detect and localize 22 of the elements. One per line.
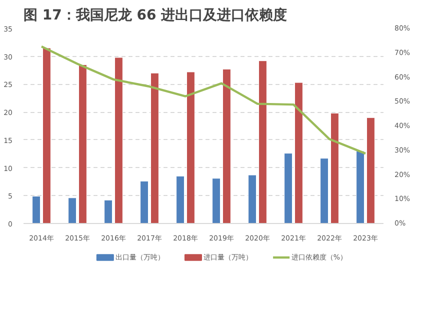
bar (68, 198, 76, 224)
bar (104, 200, 112, 224)
chart-title: 图 17：我国尼龙 66 进出口及进口依赖度 (24, 6, 288, 24)
bar (78, 64, 87, 224)
bar (114, 57, 123, 224)
bar (140, 180, 148, 224)
bar (42, 48, 51, 224)
bar (356, 150, 364, 224)
bar (248, 174, 256, 224)
bar (284, 153, 292, 224)
line-series (40, 45, 367, 155)
bar (366, 117, 375, 224)
bar (222, 68, 231, 224)
bar (330, 112, 339, 224)
bar (320, 158, 328, 224)
bar (176, 176, 184, 224)
bar (212, 178, 220, 224)
bar (186, 72, 195, 224)
bar (32, 196, 40, 224)
bar (294, 82, 303, 224)
bar (258, 60, 267, 224)
bar (150, 72, 159, 224)
